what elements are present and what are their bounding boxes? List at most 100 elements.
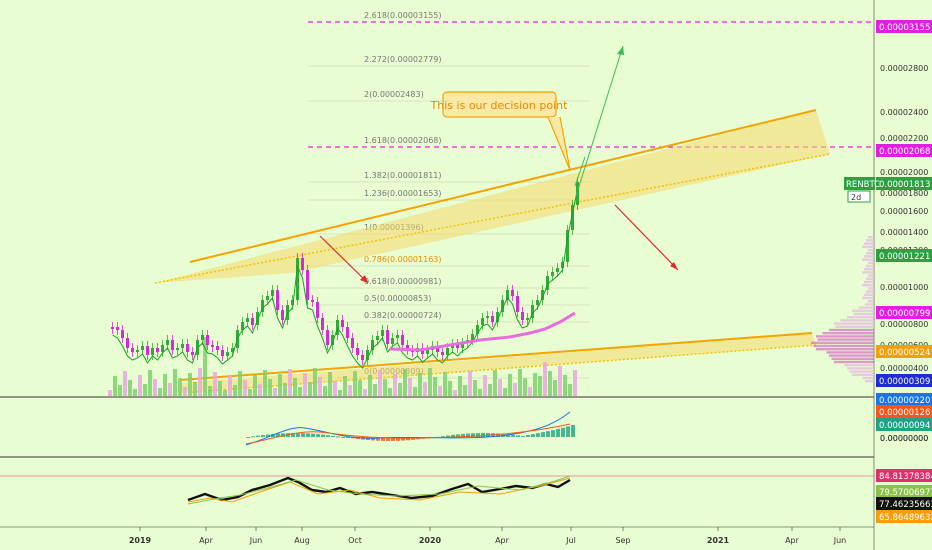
macd-hist-bar	[541, 432, 545, 437]
volume-bar	[398, 383, 402, 396]
candle-body	[401, 335, 404, 345]
profile-bar	[834, 360, 874, 364]
profile-bar	[862, 376, 874, 380]
profile-bar	[865, 380, 874, 383]
time-tick-label: Jul	[565, 536, 576, 545]
volume-bar	[108, 390, 112, 396]
macd-hist-bar	[401, 437, 405, 441]
symbol-tag	[844, 177, 875, 190]
volume-bar	[173, 369, 177, 396]
volume-bar	[498, 379, 502, 396]
candle-body	[506, 290, 509, 300]
volume-tag-label: 0.00000220	[879, 396, 930, 406]
candle-body	[181, 344, 184, 348]
volume-bar	[513, 383, 517, 396]
macd-hist-bar	[376, 437, 380, 441]
macd-hist-bar	[506, 434, 510, 437]
volume-bar	[413, 387, 417, 396]
signal-line	[245, 423, 571, 445]
candle-body	[361, 355, 364, 360]
price-tag	[876, 345, 932, 358]
time-tick-label: Jun	[249, 536, 263, 545]
volume-bar	[478, 389, 482, 396]
macd-hist-bar	[571, 424, 575, 437]
fib-label: 2(0.00002483)	[364, 90, 424, 99]
candle-body	[306, 270, 309, 300]
candle-body	[566, 230, 569, 262]
candle-body	[226, 352, 229, 356]
price-tag	[876, 306, 932, 319]
macd-hist-bar	[251, 436, 255, 438]
callout-text: This is our decision point	[430, 99, 569, 112]
profile-bar	[865, 303, 874, 306]
candle-body	[331, 335, 334, 345]
volume-bar	[393, 374, 397, 396]
volume-bar	[528, 387, 532, 396]
candle-body	[231, 348, 234, 352]
oscillator-tag-label: 65.86489632	[879, 513, 932, 523]
volume-bar	[378, 370, 382, 396]
macd-hist-bar	[301, 433, 305, 437]
fib-label: 0.382(0.00000724)	[364, 311, 442, 320]
candle-body	[521, 312, 524, 320]
volume-bar	[518, 369, 522, 396]
candle-body	[496, 312, 499, 322]
macd-hist-bar	[326, 435, 330, 437]
macd-hist-bar	[526, 435, 530, 437]
macd-hist-bar	[471, 433, 475, 437]
fib-label: 2.272(0.00002779)	[364, 55, 442, 64]
volume-bar	[463, 385, 467, 396]
volume-bar	[343, 376, 347, 396]
volume-bar	[523, 378, 527, 396]
profile-bar	[813, 344, 874, 348]
macd-hist-bar	[516, 435, 520, 437]
volume-bar	[303, 373, 307, 396]
volume-tag	[876, 418, 932, 431]
profile-bar	[864, 255, 874, 258]
candle-body	[261, 300, 264, 312]
price-tick-label: 0.00000400	[880, 364, 928, 373]
candle-body	[276, 290, 279, 310]
volume-bar	[408, 378, 412, 396]
oscillator-panel	[0, 475, 874, 505]
time-tick-label: Aug	[294, 536, 310, 545]
volume-bar	[558, 366, 562, 396]
price-tick-label: 0.00001000	[880, 283, 928, 292]
decision-point-callout: This is our decision point	[430, 91, 571, 171]
price-tick-label: 0.00002800	[880, 64, 928, 73]
volume-bar	[258, 384, 262, 396]
volume-bar	[333, 381, 337, 396]
candle-body	[346, 327, 349, 338]
volume-bar	[283, 383, 287, 396]
volume-bar	[553, 380, 557, 396]
candle-body	[316, 302, 319, 318]
candle-body	[291, 300, 294, 305]
macd-hist-bar	[441, 436, 445, 438]
macd-hist-bar	[296, 433, 300, 437]
time-axis: 2019 Apr Jun Aug Oct 2020 Apr Jul Sep 2021 Apr Jun	[129, 527, 846, 545]
macd-hist-bar	[531, 434, 535, 437]
candle-body	[441, 352, 444, 355]
price-tick-label: 0.00001600	[880, 207, 928, 216]
candle-body	[501, 300, 504, 312]
candle-body	[186, 344, 189, 352]
profile-bar	[862, 284, 874, 287]
profile-bar	[864, 268, 874, 271]
candle-body	[301, 258, 304, 270]
profile-bar	[866, 277, 874, 280]
volume-bar	[118, 385, 122, 396]
profile-bar	[866, 290, 874, 293]
volume-bar	[443, 372, 447, 396]
candle-body	[541, 290, 544, 300]
candle-body	[391, 338, 394, 344]
macd-hist-bar	[386, 437, 390, 441]
candle-body	[456, 344, 459, 348]
price-tick-label: 0.00002400	[880, 108, 928, 117]
volume-bar	[313, 368, 317, 396]
volume-bar	[563, 375, 567, 396]
macd-hist-bar	[291, 433, 295, 437]
price-tag	[876, 144, 932, 157]
volume-bar	[473, 380, 477, 396]
